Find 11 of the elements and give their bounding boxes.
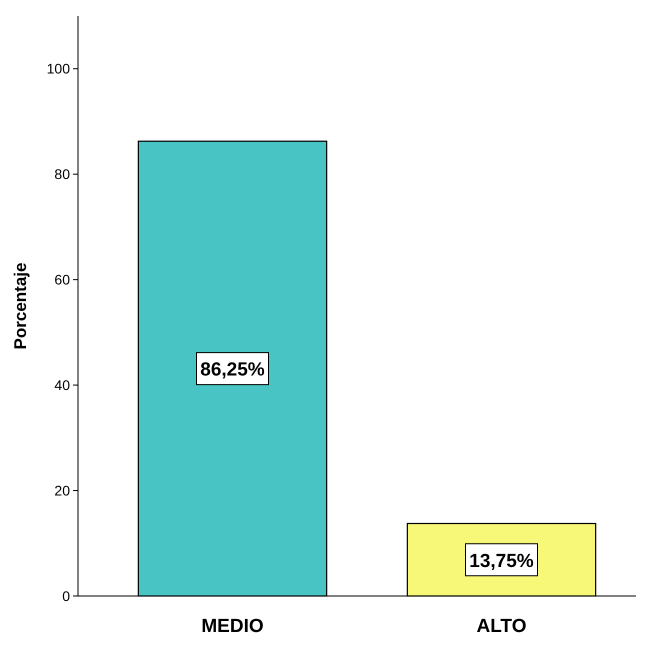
- y-axis-title: Porcentaje: [11, 262, 30, 350]
- data-label: 13,75%: [469, 550, 534, 572]
- data-label: 86,25%: [200, 360, 265, 381]
- y-tick-label: 0: [62, 588, 70, 604]
- y-tick-label: 60: [54, 272, 70, 288]
- y-tick-label: 40: [54, 377, 70, 394]
- x-tick-label: MEDIO: [201, 616, 264, 637]
- y-tick-label: 100: [46, 60, 70, 77]
- x-tick-label: ALTO: [476, 616, 526, 637]
- y-tick-label: 20: [54, 482, 70, 499]
- y-tick-label: 80: [54, 166, 70, 182]
